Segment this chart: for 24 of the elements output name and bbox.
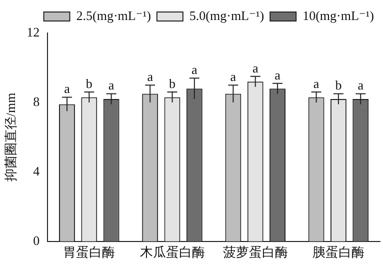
x-tick-label: 胃蛋白酶 [63,244,116,260]
y-tick-label: 0 [33,232,40,248]
x-tick-label: 木瓜蛋白酶 [140,244,205,260]
y-tick-label: 4 [33,163,40,178]
data-label: a [252,60,258,76]
data-label: a [108,78,114,93]
x-tick-label: 菠萝蛋白酶 [222,244,288,260]
data-label: a [64,81,70,96]
data-label: b [335,78,342,93]
y-axis-title: 抑菌圈直径/mm [3,92,18,182]
legend-label: 5.0(mg·mL⁻¹) [189,8,264,23]
data-label: a [192,62,198,78]
data-label: a [230,69,236,84]
data-label: a [358,78,364,93]
data-label: b [169,76,176,91]
data-label: a [147,69,154,84]
data-label: b [86,76,92,91]
y-tick-label: 12 [26,24,40,40]
data-label: a [313,76,320,91]
y-tick-label: 8 [33,94,40,109]
data-label: a [274,67,281,82]
legend-label: 10(mg·mL⁻¹) [302,8,374,23]
x-tick-label: 胰蛋白酶 [312,244,364,260]
legend-label: 2.5(mg·mL⁻¹) [76,8,151,23]
